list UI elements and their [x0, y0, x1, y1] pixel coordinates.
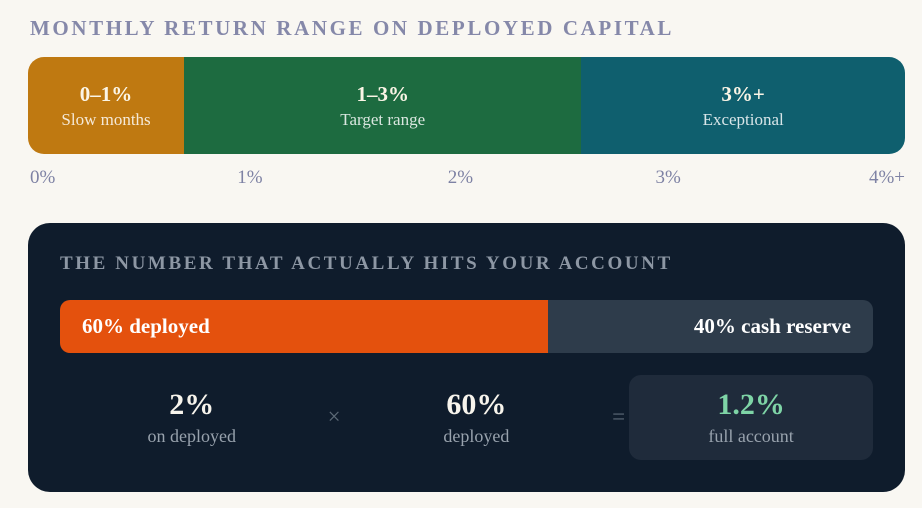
deployed-segment: 60% deployed	[60, 300, 548, 353]
card-title: THE NUMBER THAT ACTUALLY HITS YOUR ACCOU…	[60, 253, 673, 274]
term-label: on deployed	[147, 425, 237, 446]
page: MONTHLY RETURN RANGE ON DEPLOYED CAPITAL…	[28, 16, 905, 492]
formula-result-box: 1.2% full account	[629, 375, 874, 460]
allocation-bar: 60% deployed 40% cash reserve	[60, 300, 873, 353]
segment-value: 1–3%	[356, 81, 409, 106]
formula-term-return-rate: 2% on deployed	[60, 388, 324, 447]
term-label: deployed	[443, 425, 510, 446]
range-segment-target-range: 1–3% Target range	[184, 57, 582, 154]
segment-label: Slow months	[61, 109, 151, 129]
range-segment-exceptional: 3%+ Exceptional	[581, 57, 905, 154]
equals-operator: =	[612, 404, 626, 430]
segment-value: 0–1%	[79, 81, 133, 106]
term-value: 60%	[446, 388, 507, 421]
axis-tick-0pct: 0%	[30, 167, 56, 188]
segment-value: 3%+	[721, 81, 765, 106]
multiply-operator: ×	[327, 404, 341, 430]
axis-tick-3pct: 3%	[655, 167, 681, 188]
term-value: 2%	[169, 388, 215, 421]
result-label: full account	[708, 425, 794, 446]
return-range-bar: 0–1% Slow months 1–3% Target range 3%+ E…	[28, 57, 905, 154]
deployed-label: 60% deployed	[82, 314, 210, 338]
result-value: 1.2%	[717, 388, 785, 421]
range-segment-slow-months: 0–1% Slow months	[28, 57, 185, 154]
formula-row: 2% on deployed × 60% deployed = 1.2% ful…	[60, 375, 874, 460]
cash-reserve-label: 40% cash reserve	[693, 314, 851, 338]
x-axis: 0% 1% 2% 3% 4%+	[28, 167, 905, 193]
axis-tick-2pct: 2%	[447, 167, 474, 188]
page-title: MONTHLY RETURN RANGE ON DEPLOYED CAPITAL	[30, 16, 675, 40]
segment-label: Target range	[340, 109, 426, 129]
formula-term-deployed-pct: 60% deployed	[345, 388, 609, 447]
axis-tick-4pct-plus: 4%+	[868, 167, 905, 188]
account-impact-card: THE NUMBER THAT ACTUALLY HITS YOUR ACCOU…	[28, 223, 905, 492]
axis-tick-1pct: 1%	[237, 167, 263, 188]
segment-label: Exceptional	[702, 109, 784, 129]
cash-reserve-segment: 40% cash reserve	[547, 300, 873, 353]
